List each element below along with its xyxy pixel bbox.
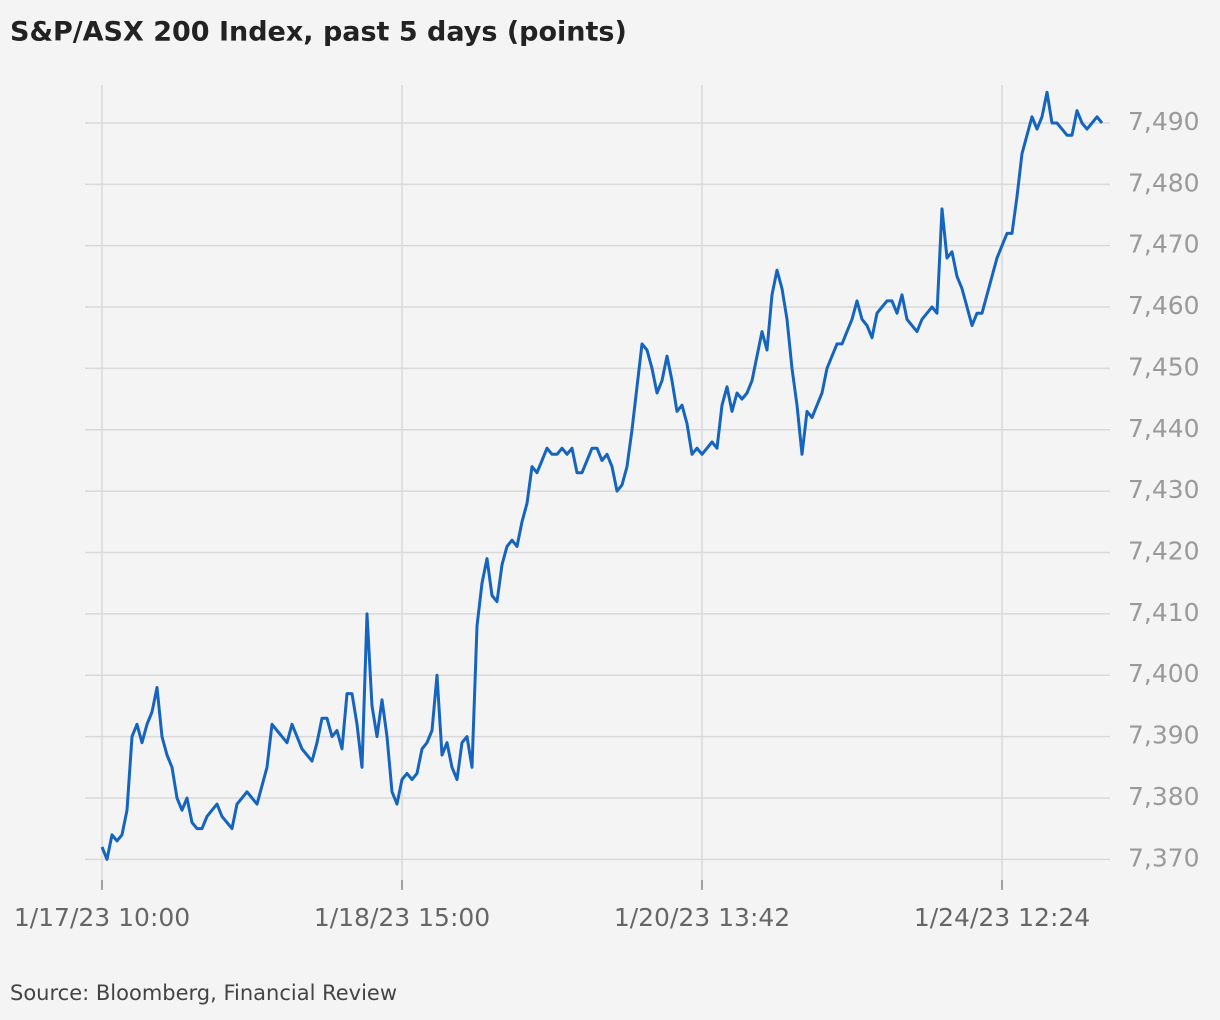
- price-line: [100, 90, 1104, 861]
- chart-title: S&P/ASX 200 Index, past 5 days (points): [10, 17, 627, 48]
- x-tick-label: 1/24/23 12:24: [914, 903, 1090, 932]
- x-tick-label: 1/18/23 15:00: [314, 903, 490, 932]
- y-tick-label: 7,440: [1128, 414, 1200, 443]
- y-tick-label: 7,400: [1128, 659, 1200, 688]
- y-tick-label: 7,490: [1128, 107, 1200, 136]
- y-tick-label: 7,450: [1128, 352, 1200, 381]
- x-tick-label: 1/17/23 10:00: [14, 903, 190, 932]
- y-tick-label: 7,380: [1128, 782, 1200, 811]
- y-tick-label: 7,480: [1128, 168, 1200, 197]
- y-tick-label: 7,410: [1128, 598, 1200, 627]
- y-tick-label: 7,370: [1128, 843, 1200, 872]
- source: Source: Bloomberg, Financial Review: [10, 981, 397, 1005]
- y-tick-label: 7,420: [1128, 537, 1200, 566]
- y-tick-label: 7,430: [1128, 475, 1200, 504]
- y-tick-label: 7,390: [1128, 721, 1200, 750]
- y-tick-label: 7,470: [1128, 230, 1200, 259]
- x-tick-label: 1/20/23 13:42: [614, 903, 790, 932]
- y-tick-label: 7,460: [1128, 291, 1200, 320]
